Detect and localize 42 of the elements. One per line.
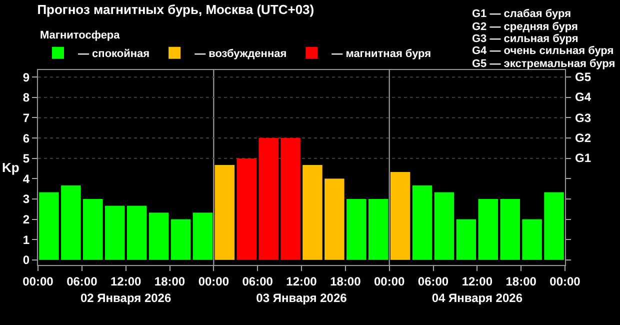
- ref-line-label: G1: [575, 151, 592, 165]
- legend-title: Магнитосфера: [40, 29, 121, 42]
- x2-tick-label: 02 Января 2026: [80, 291, 172, 305]
- y-tick-label: 6: [22, 131, 30, 146]
- y-tick-label: 2: [22, 212, 30, 226]
- x-tick-label: 00:00: [374, 274, 405, 288]
- x-tick-label: 12:00: [462, 274, 493, 288]
- y-tick-label: 0: [22, 253, 30, 268]
- x-tick-label: 06:00: [242, 274, 274, 288]
- text: G1 — слабая буря: [472, 8, 572, 20]
- ref-line-label: G4: [575, 90, 592, 104]
- y-tick-label: 3: [22, 192, 30, 206]
- legend-label: — возбужденная: [194, 48, 287, 60]
- x-tick-label: 18:00: [506, 274, 537, 288]
- x-tick-label: 00:00: [550, 274, 581, 288]
- x-tick-label: 18:00: [154, 274, 186, 288]
- y-tick-label: 8: [22, 90, 30, 105]
- legend-label: — спокойная: [78, 48, 150, 60]
- y-axis-title: Kp: [2, 160, 20, 175]
- annotation: G5 — экстремальная буря: [472, 58, 616, 70]
- y-tick-label: 5: [22, 152, 30, 166]
- legend-label: — магнитная буря: [332, 48, 432, 60]
- x-tick-label: 12:00: [286, 274, 318, 288]
- text: G2 — средняя буря: [472, 21, 578, 33]
- x-tick-label: 06:00: [66, 274, 98, 288]
- x-tick-label: 18:00: [330, 274, 362, 288]
- y-tick-label: 1: [22, 232, 30, 247]
- ref-line-label: G2: [575, 131, 592, 145]
- x-tick-label: 12:00: [110, 274, 142, 288]
- x-tick-label: 00:00: [22, 274, 54, 288]
- x2-tick-label: 03 Января 2026: [256, 291, 348, 305]
- x2-tick-label: 04 Января 2026: [432, 291, 523, 305]
- x-tick-label: 06:00: [418, 274, 449, 288]
- text: G4 — очень сильная буря: [472, 45, 614, 57]
- ref-line-label: G3: [575, 111, 592, 125]
- y-tick-label: 7: [22, 110, 30, 125]
- x-tick-label: 00:00: [198, 274, 230, 288]
- y-tick-label: 9: [22, 70, 30, 84]
- chart-title: Прогноз магнитных бурь, Москва (UTC+03): [37, 2, 314, 17]
- text: G3 — сильная буря: [472, 33, 578, 45]
- ref-line-label: G5: [575, 70, 592, 84]
- y-tick-label: 4: [22, 172, 30, 186]
